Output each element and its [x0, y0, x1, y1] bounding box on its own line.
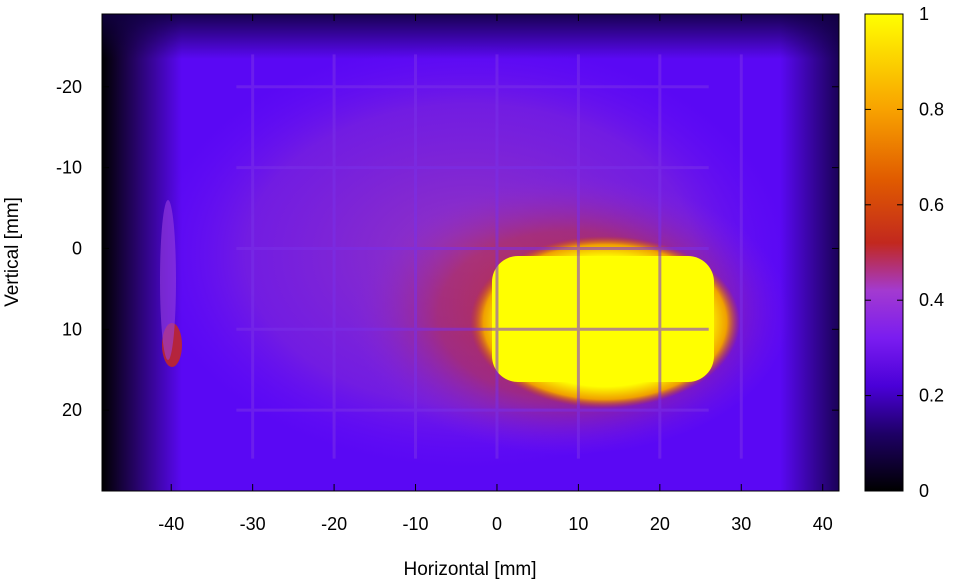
x-axis-title: Horizontal [mm]: [403, 559, 536, 580]
y-tick-label: 10: [62, 319, 82, 339]
x-tick-label: -20: [321, 514, 347, 534]
y-axis-title: Vertical [mm]: [2, 197, 23, 307]
x-tick-label: 20: [650, 514, 670, 534]
colorbar-tick-label: 0.6: [919, 195, 944, 215]
heatmap-right-shade: [780, 14, 839, 491]
y-axis: -20 -10 0 10 20: [56, 77, 839, 420]
colorbar: [864, 13, 904, 492]
colorbar-tick-label: 0.4: [919, 290, 944, 310]
y-tick-label: -20: [56, 77, 82, 97]
x-tick-label: -40: [158, 514, 184, 534]
colorbar-tick-label: 1: [919, 4, 929, 24]
colorbar-axis: 0 0.2 0.4 0.6 0.8 1: [865, 4, 944, 501]
x-axis: -40 -30 -20 -10 0 10 20 30 40: [158, 14, 833, 534]
x-tick-label: 0: [492, 514, 502, 534]
colorbar-tick-label: 0: [919, 481, 929, 501]
colorbar-tick-label: 0.8: [919, 99, 944, 119]
heatmap-image: [102, 14, 839, 491]
plot-frame: [101, 13, 840, 492]
heatmap-texture-lines: [236, 54, 743, 459]
heatmap-hot-core: [492, 256, 714, 382]
colorbar-tick-label: 0.2: [919, 386, 944, 406]
heatmap-top-shade: [102, 14, 839, 59]
y-tick-label: 20: [62, 400, 82, 420]
x-tick-label: 10: [568, 514, 588, 534]
x-tick-label: 40: [813, 514, 833, 534]
x-tick-label: -10: [403, 514, 429, 534]
y-tick-label: 0: [72, 238, 82, 258]
heatmap-left-edge-glow: [160, 200, 176, 360]
x-tick-label: -30: [240, 514, 266, 534]
y-tick-label: -10: [56, 158, 82, 178]
x-tick-label: 30: [731, 514, 751, 534]
